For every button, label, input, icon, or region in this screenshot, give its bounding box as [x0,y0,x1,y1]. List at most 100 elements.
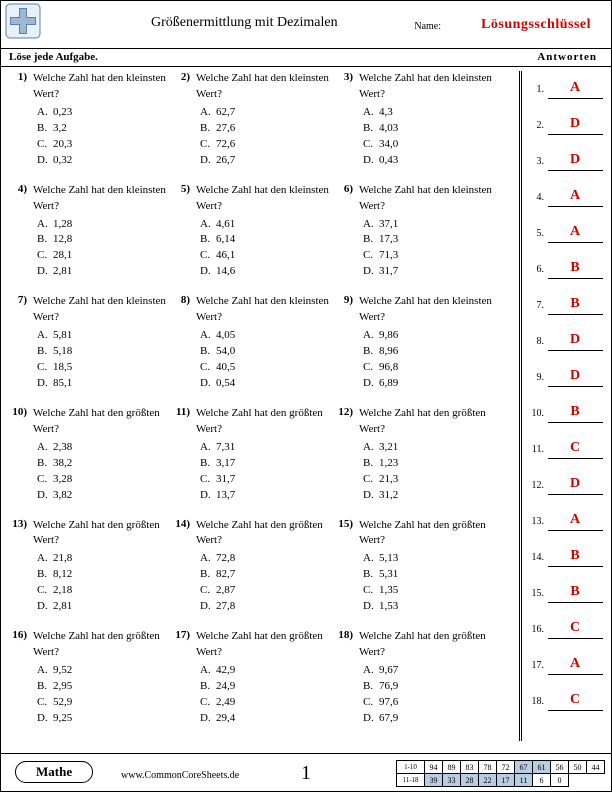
choice-letter: A. [37,551,53,567]
question-row: 10)Welche Zahl hat den größten Wert?A.2,… [11,406,501,504]
choice: D.0,32 [33,153,174,169]
choice: D.13,7 [196,488,337,504]
choice-value: 1,53 [379,600,398,612]
answer-row: 6.B [530,251,603,287]
choice: B.1,23 [359,456,500,472]
choice: B.3,2 [33,121,174,137]
answer-number: 4. [530,192,548,203]
answer-number: 12. [530,480,548,491]
answer-number: 9. [530,372,548,383]
choice-letter: A. [200,105,216,121]
choice: A.21,8 [33,551,174,567]
choice: B.27,6 [196,121,337,137]
answer-value: D [548,116,603,135]
question-body: Welche Zahl hat den größten Wert?A.72,8B… [196,518,337,616]
choice: A.4,05 [196,328,337,344]
choice-value: 3,21 [379,441,398,453]
question-body: Welche Zahl hat den größten Wert?A.5,13B… [359,518,500,616]
score-cell: 89 [443,761,461,774]
choice-letter: A. [200,217,216,233]
choice-letter: C. [363,695,379,711]
choice-letter: A. [200,440,216,456]
choice: D.1,53 [359,599,500,615]
choice-letter: D. [363,376,379,392]
question: 10)Welche Zahl hat den größten Wert?A.2,… [11,406,174,504]
question-text: Welche Zahl hat den größten Wert? [33,406,174,438]
choice-letter: A. [363,440,379,456]
question-row: 16)Welche Zahl hat den größten Wert?A.9,… [11,629,501,727]
choice: C.2,18 [33,583,174,599]
choice: D.27,8 [196,599,337,615]
content-area: 1)Welche Zahl hat den kleinsten Wert?A.0… [1,67,611,751]
instruction-text: Löse jede Aufgabe. [9,51,98,63]
question: 14)Welche Zahl hat den größten Wert?A.72… [174,518,337,616]
choice-letter: C. [37,248,53,264]
choice-letter: C. [363,472,379,488]
answer-number: 10. [530,408,548,419]
answer-row: 4.A [530,179,603,215]
question-number: 15) [337,518,359,616]
choice: B.5,31 [359,567,500,583]
choice-value: 3,82 [53,489,72,501]
answers-column-header: Antworten [537,51,597,63]
question-number: 7) [11,294,33,392]
choice-value: 8,12 [53,568,72,580]
choice-value: 4,05 [216,329,235,341]
question: 9)Welche Zahl hat den kleinsten Wert?A.9… [337,294,500,392]
logo [5,3,41,39]
choice-letter: C. [363,137,379,153]
choice-letter: A. [363,217,379,233]
choice-value: 54,0 [216,345,235,357]
choice-letter: A. [37,440,53,456]
question: 11)Welche Zahl hat den größten Wert?A.7,… [174,406,337,504]
score-cell: 33 [443,774,461,787]
choice-value: 71,3 [379,249,398,261]
choice-value: 67,9 [379,712,398,724]
answer-number: 7. [530,300,548,311]
choice: B.6,14 [196,232,337,248]
question-body: Welche Zahl hat den größten Wert?A.9,52B… [33,629,174,727]
choice-letter: B. [363,679,379,695]
answer-value: C [548,692,603,711]
answer-number: 13. [530,516,548,527]
answer-row: 3.D [530,143,603,179]
answer-row: 5.A [530,215,603,251]
score-cell: 67 [515,761,533,774]
choice: B.3,17 [196,456,337,472]
answer-number: 15. [530,588,548,599]
choice-value: 42,9 [216,664,235,676]
choice-value: 97,6 [379,696,398,708]
choice-letter: B. [363,456,379,472]
choice: D.29,4 [196,711,337,727]
answer-row: 9.D [530,359,603,395]
choice: D.0,43 [359,153,500,169]
choice: A.0,23 [33,105,174,121]
worksheet-title: Größenermittlung mit Dezimalen [151,15,338,31]
choice-value: 0,43 [379,154,398,166]
choice: B.5,18 [33,344,174,360]
choice-letter: D. [200,599,216,615]
answer-row: 15.B [530,575,603,611]
answer-number: 11. [530,444,548,455]
question: 4)Welche Zahl hat den kleinsten Wert?A.1… [11,183,174,281]
choice: B.12,8 [33,232,174,248]
answer-value: B [548,584,603,603]
choice-letter: A. [37,105,53,121]
choice-value: 3,2 [53,122,67,134]
choice-value: 20,3 [53,138,72,150]
answer-value: A [548,224,603,243]
choice-value: 9,67 [379,664,398,676]
choice-letter: B. [363,567,379,583]
question-number: 6) [337,183,359,281]
choice-letter: B. [200,567,216,583]
choice: D.2,81 [33,599,174,615]
choice-value: 72,8 [216,552,235,564]
choice: D.9,25 [33,711,174,727]
question-number: 12) [337,406,359,504]
choice-value: 31,2 [379,489,398,501]
answer-row: 13.A [530,503,603,539]
score-cell: 44 [587,761,605,774]
choice-letter: A. [200,663,216,679]
choice: C.34,0 [359,137,500,153]
questions-grid: 1)Welche Zahl hat den kleinsten Wert?A.0… [11,71,501,741]
